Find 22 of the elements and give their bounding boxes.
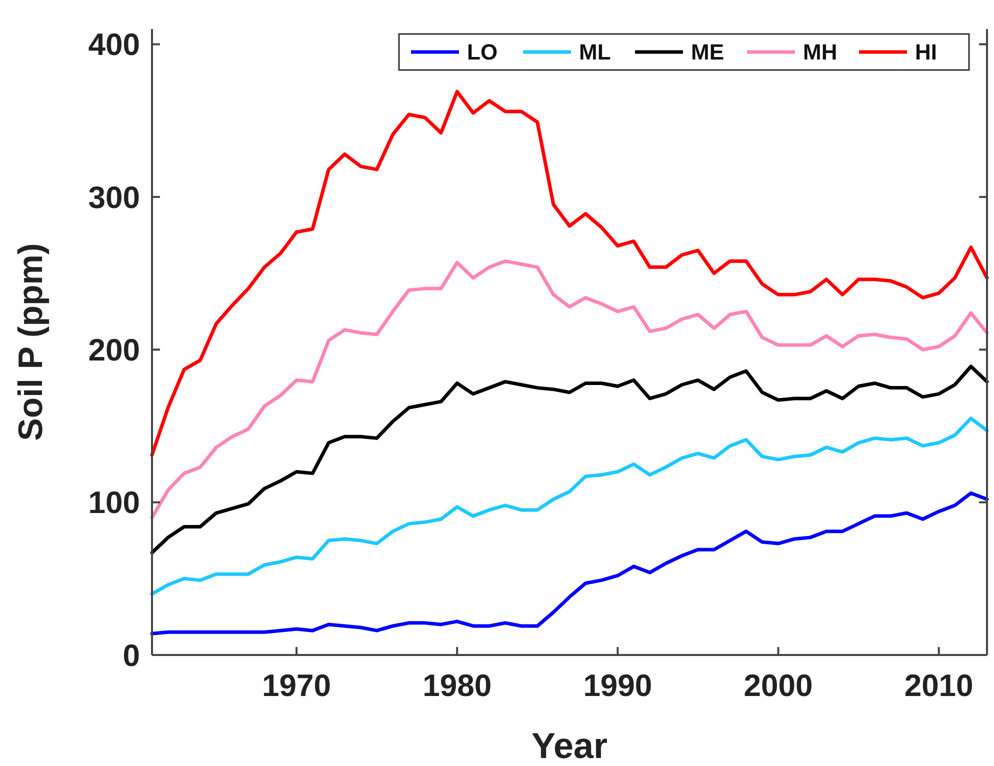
line-series: [150, 90, 989, 457]
x-tick-label: 1990: [583, 668, 652, 703]
x-tick-label: 1970: [262, 668, 332, 703]
x-tick-label: 1980: [422, 668, 492, 703]
y-tick-label: 0: [122, 638, 140, 673]
legend-label: LO: [467, 40, 498, 65]
legend-label: ML: [579, 40, 611, 65]
y-tick-label: 100: [88, 485, 140, 520]
line-series: [150, 491, 989, 636]
legend-label: ME: [691, 40, 724, 65]
x-axis-title: Year: [531, 725, 608, 766]
y-tick-label: 400: [88, 27, 140, 62]
y-tick-label: 200: [88, 332, 140, 368]
x-tick-label: 2010: [904, 668, 974, 703]
line-series: [150, 259, 989, 520]
y-axis-title: Soil P (ppm): [12, 243, 50, 441]
legend-label: MH: [803, 40, 838, 65]
line-series: [150, 416, 989, 596]
x-tick-label: 2000: [744, 668, 813, 703]
y-tick-label: 300: [88, 180, 140, 215]
legend-label: HI: [915, 40, 937, 65]
line-series: [150, 364, 989, 554]
